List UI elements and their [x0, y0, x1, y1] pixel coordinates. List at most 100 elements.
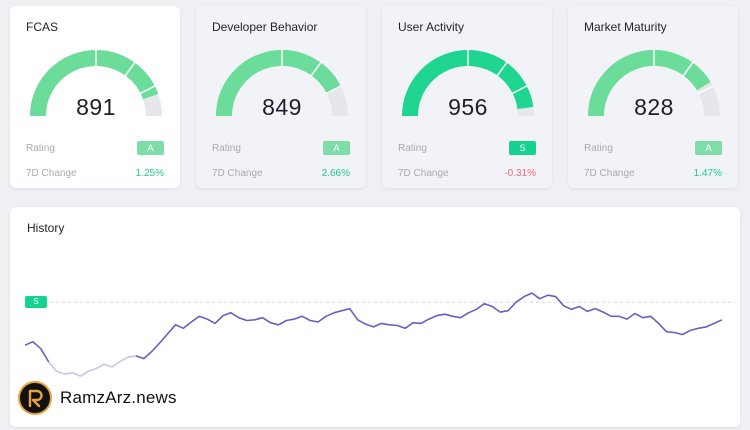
- data-point[interactable]: [166, 332, 169, 335]
- data-point[interactable]: [237, 316, 240, 319]
- data-point[interactable]: [491, 305, 494, 308]
- data-point[interactable]: [451, 315, 454, 318]
- data-point[interactable]: [396, 324, 399, 327]
- data-point[interactable]: [253, 318, 256, 321]
- data-point[interactable]: [578, 305, 581, 308]
- data-point[interactable]: [570, 308, 573, 311]
- data-point[interactable]: [47, 361, 50, 364]
- data-point[interactable]: [71, 371, 74, 374]
- data-point[interactable]: [610, 315, 613, 318]
- data-point[interactable]: [388, 323, 391, 326]
- data-point[interactable]: [190, 321, 193, 324]
- data-point[interactable]: [467, 311, 470, 314]
- gauge-arc: [216, 49, 348, 117]
- history-chart[interactable]: [10, 207, 740, 427]
- data-point[interactable]: [222, 314, 225, 317]
- data-point[interactable]: [174, 323, 177, 326]
- data-point[interactable]: [79, 375, 82, 378]
- data-point[interactable]: [459, 316, 462, 319]
- data-point[interactable]: [435, 314, 438, 317]
- data-point[interactable]: [142, 357, 145, 360]
- data-point[interactable]: [515, 301, 518, 304]
- data-point[interactable]: [229, 311, 232, 314]
- data-point[interactable]: [245, 319, 248, 322]
- card-title: User Activity: [398, 20, 465, 34]
- data-point[interactable]: [364, 323, 367, 326]
- data-point[interactable]: [713, 322, 716, 325]
- data-point[interactable]: [63, 373, 66, 376]
- data-point[interactable]: [507, 309, 510, 312]
- developer-behavior-card[interactable]: Developer Behavior 849 Rating A 7D Chang…: [196, 6, 366, 188]
- data-point[interactable]: [443, 313, 446, 316]
- data-point[interactable]: [55, 370, 58, 373]
- data-point[interactable]: [530, 292, 533, 295]
- gauge-segment-divider: [124, 61, 136, 77]
- data-point[interactable]: [427, 318, 430, 321]
- data-point[interactable]: [134, 354, 137, 357]
- data-point[interactable]: [681, 333, 684, 336]
- data-point[interactable]: [412, 321, 415, 324]
- data-point[interactable]: [301, 315, 304, 318]
- data-point[interactable]: [261, 316, 264, 319]
- data-point[interactable]: [499, 311, 502, 314]
- data-point[interactable]: [633, 312, 636, 315]
- data-point[interactable]: [31, 340, 34, 343]
- data-point[interactable]: [673, 331, 676, 334]
- data-point[interactable]: [404, 327, 407, 330]
- data-point[interactable]: [103, 363, 106, 366]
- data-point[interactable]: [127, 356, 130, 359]
- data-point[interactable]: [697, 327, 700, 330]
- data-point[interactable]: [594, 307, 597, 310]
- data-point[interactable]: [158, 342, 161, 345]
- data-point[interactable]: [562, 304, 565, 307]
- data-point[interactable]: [150, 350, 153, 353]
- data-point[interactable]: [269, 321, 272, 324]
- data-point[interactable]: [705, 325, 708, 328]
- data-point[interactable]: [483, 302, 486, 305]
- market-maturity-card[interactable]: Market Maturity 828 Rating A 7D Change 1…: [568, 6, 738, 188]
- data-point[interactable]: [317, 321, 320, 324]
- data-point[interactable]: [111, 366, 114, 369]
- data-point[interactable]: [206, 318, 209, 321]
- data-point[interactable]: [340, 309, 343, 312]
- data-point[interactable]: [348, 307, 351, 310]
- gauge-arc: [402, 49, 534, 117]
- data-point[interactable]: [626, 318, 629, 321]
- data-point[interactable]: [657, 322, 660, 325]
- data-point[interactable]: [554, 295, 557, 298]
- data-point[interactable]: [523, 295, 526, 298]
- user-activity-card[interactable]: User Activity 956 Rating S 7D Change -0.…: [382, 6, 552, 188]
- data-point[interactable]: [649, 315, 652, 318]
- data-point[interactable]: [689, 329, 692, 332]
- data-point[interactable]: [721, 318, 724, 321]
- data-point[interactable]: [356, 318, 359, 321]
- data-point[interactable]: [214, 322, 217, 325]
- data-point[interactable]: [119, 360, 122, 363]
- data-point[interactable]: [332, 311, 335, 314]
- data-point[interactable]: [277, 323, 280, 326]
- data-point[interactable]: [538, 297, 541, 300]
- rating-row: Rating S: [398, 141, 536, 157]
- data-point[interactable]: [87, 370, 90, 373]
- data-point[interactable]: [309, 319, 312, 322]
- data-point[interactable]: [618, 315, 621, 318]
- data-point[interactable]: [380, 322, 383, 325]
- data-point[interactable]: [602, 311, 605, 314]
- data-point[interactable]: [372, 325, 375, 328]
- data-point[interactable]: [24, 344, 27, 347]
- data-point[interactable]: [293, 318, 296, 321]
- data-point[interactable]: [475, 308, 478, 311]
- fcas-card[interactable]: FCAS 891 Rating A 7D Change 1.25%: [10, 6, 180, 188]
- data-point[interactable]: [546, 294, 549, 297]
- data-point[interactable]: [39, 347, 42, 350]
- series-line-faded: [48, 355, 137, 377]
- data-point[interactable]: [198, 315, 201, 318]
- data-point[interactable]: [586, 310, 589, 313]
- data-point[interactable]: [182, 327, 185, 330]
- data-point[interactable]: [641, 316, 644, 319]
- data-point[interactable]: [665, 330, 668, 333]
- data-point[interactable]: [285, 319, 288, 322]
- data-point[interactable]: [95, 367, 98, 370]
- data-point[interactable]: [325, 315, 328, 318]
- data-point[interactable]: [420, 322, 423, 325]
